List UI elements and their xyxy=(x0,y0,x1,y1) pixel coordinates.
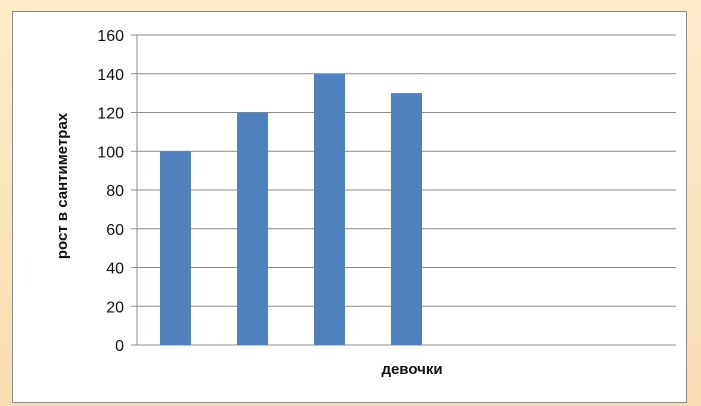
y-tick-label: 60 xyxy=(106,222,124,239)
bars xyxy=(160,73,422,345)
chart-panel: 0 20 40 60 80 100 120 140 160 девочки рост в сан… xyxy=(12,11,687,403)
y-axis-title: рост в сантиметрах xyxy=(54,112,71,259)
bar xyxy=(391,93,422,345)
bar xyxy=(160,151,191,345)
y-tick-label: 120 xyxy=(97,106,124,123)
y-tick-labels: 0 20 40 60 80 100 120 140 160 xyxy=(97,28,124,355)
y-tick-label: 0 xyxy=(115,338,124,355)
y-tick-label: 160 xyxy=(97,28,124,45)
bar-chart: 0 20 40 60 80 100 120 140 160 девочки рост в сан… xyxy=(54,28,676,378)
bar xyxy=(314,73,345,345)
y-tick-label: 20 xyxy=(106,299,124,316)
y-tick-label: 80 xyxy=(106,183,124,200)
x-axis-title: девочки xyxy=(381,361,442,378)
y-tick-label: 40 xyxy=(106,261,124,278)
bar xyxy=(237,112,268,345)
y-tick-label: 100 xyxy=(97,144,124,161)
y-tick-label: 140 xyxy=(97,67,124,84)
